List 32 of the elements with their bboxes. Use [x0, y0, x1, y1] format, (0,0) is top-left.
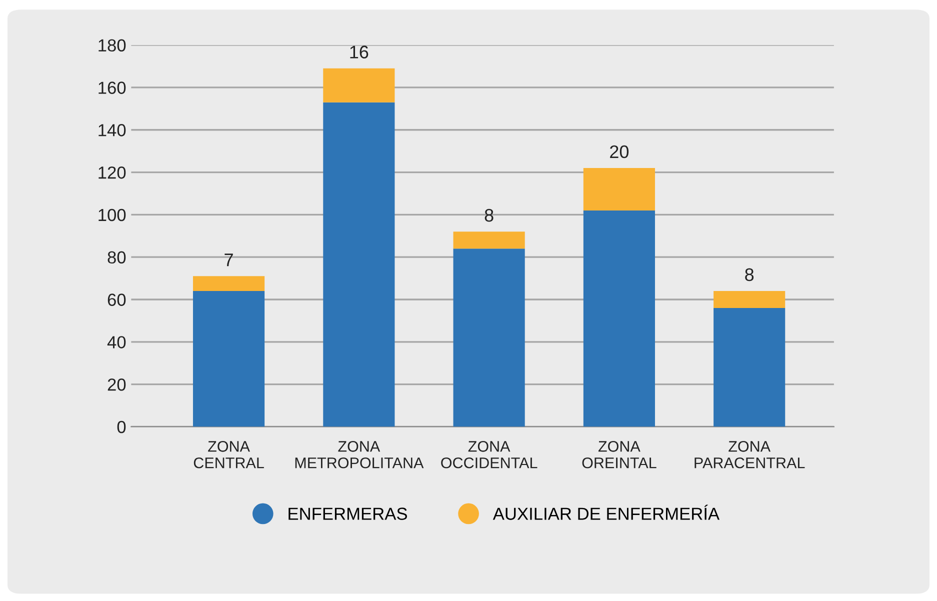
- y-tick-label: 100: [98, 208, 126, 222]
- y-tick-label: 80: [108, 251, 126, 264]
- bar: [192, 276, 265, 292]
- bar: [323, 102, 395, 427]
- y-tick-label: 40: [107, 336, 126, 348]
- data-label: 8: [484, 208, 494, 222]
- y-tick-label: 20: [108, 378, 126, 391]
- legend-label: ENFERMERAS: [288, 508, 407, 520]
- y-tick-label: 0: [117, 420, 126, 434]
- x-tick-label: ZONA PARACENTRAL: [694, 441, 805, 468]
- y-tick-label: 120: [98, 166, 126, 179]
- bar: [192, 291, 265, 427]
- data-label: 20: [610, 145, 629, 158]
- y-tick-label: 60: [108, 294, 126, 306]
- x-tick-label: ZONA OCCIDENTAL: [441, 441, 538, 468]
- bar: [453, 248, 525, 427]
- bar: [583, 168, 655, 210]
- y-tick-label: 160: [98, 82, 126, 94]
- bar: [583, 210, 655, 427]
- data-label: 16: [350, 46, 368, 58]
- bar: [453, 232, 525, 249]
- y-tick-label: 140: [98, 124, 126, 136]
- bar: [323, 68, 395, 102]
- bar: [714, 291, 786, 308]
- data-label: 7: [224, 254, 233, 266]
- x-tick-label: ZONA CENTRAL: [194, 441, 264, 468]
- x-tick-label: ZONA OREINTAL: [582, 441, 656, 468]
- bar: [714, 308, 786, 427]
- data-label: 8: [745, 268, 754, 282]
- x-tick-label: ZONA METROPOLITANA: [295, 441, 424, 468]
- legend-label: AUXILIAR DE ENFERMERÍA: [492, 504, 720, 520]
- y-tick-label: 180: [98, 39, 126, 52]
